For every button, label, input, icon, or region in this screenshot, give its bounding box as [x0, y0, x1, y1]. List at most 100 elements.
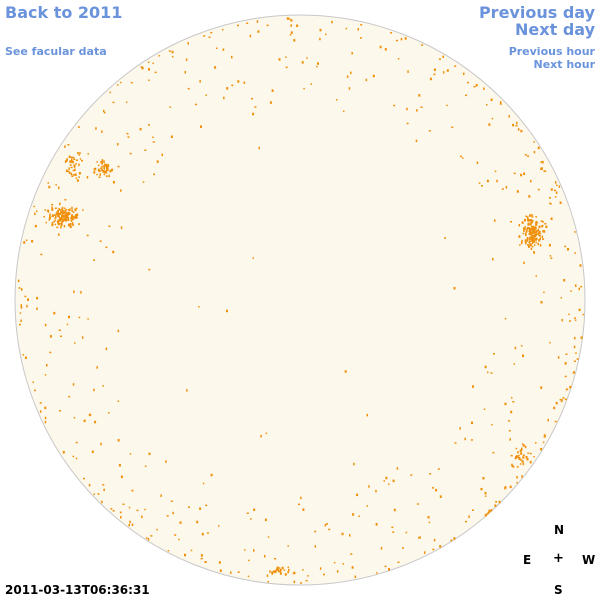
facula-mark	[557, 356, 560, 359]
facula-mark	[531, 228, 534, 231]
facula-mark	[324, 523, 327, 527]
facula-mark	[491, 423, 493, 426]
facula-mark	[301, 61, 304, 64]
facula-mark	[59, 213, 62, 215]
facula-mark	[534, 233, 537, 236]
facula-mark	[515, 455, 517, 458]
facula-mark	[523, 229, 525, 233]
facula-mark	[80, 291, 82, 294]
facula-mark	[540, 220, 543, 222]
facula-mark	[243, 81, 246, 84]
facula-mark	[65, 210, 67, 214]
next-hour-link[interactable]: Next hour	[533, 58, 596, 71]
facula-mark	[19, 312, 22, 314]
facula-mark	[303, 87, 305, 90]
facula-mark	[520, 345, 523, 347]
facula-mark	[525, 456, 528, 459]
facula-mark	[279, 572, 282, 575]
facula-mark	[540, 167, 543, 170]
facula-mark	[365, 78, 368, 82]
facula-mark	[248, 559, 250, 562]
facula-mark	[106, 166, 108, 169]
facula-mark	[549, 203, 552, 205]
facula-mark	[290, 24, 292, 27]
facula-mark	[541, 235, 544, 239]
facula-mark	[74, 342, 76, 344]
facula-mark	[76, 216, 78, 219]
facula-mark	[18, 287, 21, 289]
facula-mark	[139, 127, 142, 131]
facula-mark	[463, 72, 465, 76]
compass-center-mark: +	[553, 551, 564, 566]
facula-mark	[517, 451, 519, 454]
facula-mark	[535, 216, 537, 218]
facula-mark	[285, 56, 287, 58]
facula-mark	[250, 97, 253, 100]
facula-mark	[144, 149, 147, 151]
next-day-link[interactable]: Next day	[515, 20, 595, 39]
facula-mark	[265, 432, 268, 435]
facula-mark	[218, 561, 221, 564]
facula-mark	[71, 215, 73, 218]
facula-mark	[519, 244, 521, 246]
facula-mark	[148, 79, 150, 81]
facula-mark	[530, 219, 532, 221]
facula-mark	[554, 181, 557, 184]
facula-mark	[249, 34, 252, 38]
facular-data-link[interactable]: See facular data	[5, 45, 107, 58]
facula-mark	[74, 215, 77, 218]
facula-mark	[566, 388, 569, 390]
facula-mark	[76, 179, 79, 182]
facula-mark	[54, 219, 56, 221]
facula-mark	[66, 213, 69, 217]
facula-mark	[554, 420, 557, 423]
facula-mark	[531, 233, 533, 235]
facula-mark	[535, 226, 537, 229]
facula-mark	[277, 569, 279, 571]
facula-mark	[117, 165, 120, 168]
previous-day-link[interactable]: Previous day	[478, 3, 595, 22]
facula-mark	[285, 66, 288, 69]
facula-mark	[54, 207, 57, 209]
facula-mark	[214, 66, 217, 69]
facula-mark	[266, 24, 269, 27]
facula-mark	[508, 115, 510, 118]
facula-mark	[64, 209, 66, 212]
facula-mark	[71, 209, 73, 213]
facula-mark	[73, 290, 75, 293]
facula-mark	[230, 571, 232, 574]
facula-mark	[280, 568, 282, 571]
facula-mark	[496, 179, 498, 183]
facula-mark	[79, 158, 82, 160]
facula-mark	[54, 223, 56, 226]
facula-mark	[478, 182, 481, 184]
facula-mark	[550, 188, 553, 191]
facula-mark	[542, 230, 545, 233]
facula-mark	[490, 98, 493, 101]
facula-mark	[264, 555, 266, 558]
facula-mark	[55, 215, 57, 219]
facula-mark	[493, 353, 495, 355]
facula-mark	[71, 206, 73, 210]
facula-mark	[152, 62, 154, 65]
facula-mark	[231, 84, 234, 87]
previous-hour-link[interactable]: Previous hour	[508, 45, 595, 58]
facula-mark	[62, 214, 65, 218]
facula-mark	[24, 295, 27, 298]
back-to-year-link[interactable]: Back to 2011	[5, 3, 123, 22]
facula-mark	[532, 220, 534, 222]
facula-mark	[98, 176, 101, 178]
facula-mark	[518, 235, 521, 238]
facula-mark	[74, 216, 76, 219]
facula-mark	[19, 323, 21, 326]
facula-mark	[573, 345, 576, 349]
facula-mark	[293, 571, 296, 575]
facula-mark	[112, 510, 115, 512]
facula-mark	[66, 323, 69, 326]
facula-mark	[437, 468, 440, 470]
facula-mark	[200, 554, 203, 557]
facula-mark	[222, 48, 225, 51]
facula-mark	[185, 58, 188, 61]
facula-mark	[446, 104, 448, 107]
facula-mark	[74, 214, 77, 217]
